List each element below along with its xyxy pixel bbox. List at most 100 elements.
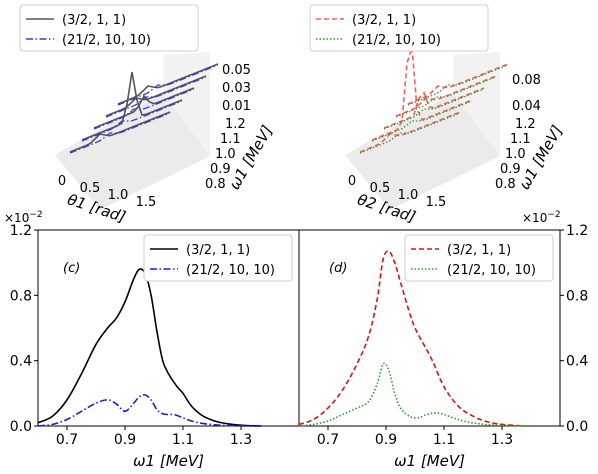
trace-series-0 bbox=[407, 63, 509, 105]
y-tick-label: 0.8 bbox=[495, 177, 516, 192]
waterfall-row bbox=[105, 75, 207, 118]
y-tick-label: 1.2 bbox=[566, 223, 588, 239]
y-scale-label: ×10−2 bbox=[522, 210, 561, 225]
y-tick-label: 1.2 bbox=[10, 223, 32, 239]
y-tick-label: 0.8 bbox=[566, 288, 588, 304]
y-tick-label: 0.4 bbox=[10, 354, 32, 370]
trace-series-1 bbox=[407, 64, 509, 106]
z-tick-label: 0.01 bbox=[222, 99, 251, 114]
z-tick-label: 0.08 bbox=[512, 73, 541, 88]
legend-label: (3/2, 1, 1) bbox=[186, 243, 250, 258]
back-wall bbox=[163, 52, 210, 156]
x-tick-label: 0 bbox=[58, 174, 66, 189]
x-tick-label: 0.5 bbox=[370, 181, 391, 196]
y-tick-label: 1.1 bbox=[220, 132, 241, 147]
trace-series-0 bbox=[395, 75, 497, 117]
x-tick-label: 1.1 bbox=[433, 432, 455, 448]
series-line-0 bbox=[298, 250, 526, 427]
z-tick-label: 0.05 bbox=[222, 63, 251, 78]
trace-series-0 bbox=[93, 87, 195, 129]
x-tick-label: 1.0 bbox=[398, 188, 419, 203]
trace-series-0 bbox=[105, 75, 207, 117]
legend-box bbox=[404, 234, 554, 282]
trace-series-1 bbox=[395, 76, 497, 118]
trace-series-1 bbox=[359, 112, 461, 154]
y-tick-label: 0.8 bbox=[205, 177, 226, 192]
y-tick-label: 1.2 bbox=[515, 117, 536, 132]
legend-label: (3/2, 1, 1) bbox=[352, 13, 416, 28]
waterfall-row bbox=[117, 63, 219, 106]
panel-c: 0.7 0.9 1.1 1.3 0.0 0.4 0.8 1.2×10−2 ω1 [MeV] (c)… bbox=[4, 210, 300, 470]
x-tick-label: 1.3 bbox=[230, 432, 252, 448]
trace-series-1 bbox=[105, 76, 207, 118]
y-tick-label: 1.0 bbox=[215, 147, 236, 162]
x-tick-label: 0.9 bbox=[114, 432, 136, 448]
trace-series-1 bbox=[69, 112, 171, 154]
legend-label: (21/2, 10, 10) bbox=[352, 33, 441, 48]
back-wall bbox=[453, 52, 500, 156]
x-tick-label: 0.7 bbox=[56, 432, 78, 448]
waterfall-row bbox=[395, 75, 497, 118]
y-tick-label: 0.0 bbox=[10, 419, 32, 435]
y-tick-label: 1.0 bbox=[505, 147, 526, 162]
y-tick-label: 0.9 bbox=[500, 162, 521, 177]
x-tick-label: 0 bbox=[348, 174, 356, 189]
x-axis-label: ω1 [MeV] bbox=[394, 452, 465, 470]
trace-series-0 bbox=[371, 47, 473, 141]
waterfall-row bbox=[93, 87, 195, 130]
trace-series-0 bbox=[69, 111, 171, 153]
trace-series-0 bbox=[117, 63, 219, 105]
axes-frame bbox=[298, 229, 561, 427]
trace-series-1 bbox=[81, 100, 183, 142]
z-tick-label: 0.04 bbox=[512, 99, 541, 114]
trace-series-1 bbox=[371, 100, 473, 142]
waterfall-row bbox=[81, 71, 183, 142]
trace-series-0 bbox=[359, 111, 461, 153]
panel-a: 0 0.5 1.0 1.50.80.91.01.11.20.010.030.05θ1 … bbox=[19, 4, 276, 226]
x-tick-label: 1.5 bbox=[426, 195, 447, 210]
legend-label: (3/2, 1, 1) bbox=[447, 243, 511, 258]
series-line-1 bbox=[298, 362, 526, 427]
waterfall-row bbox=[69, 111, 171, 154]
legend-box bbox=[19, 4, 199, 52]
y-tick-label: 1.1 bbox=[510, 132, 531, 147]
legend-label: (21/2, 10, 10) bbox=[186, 263, 275, 278]
x-tick-label: 1.0 bbox=[108, 188, 129, 203]
floor-plane bbox=[345, 93, 500, 210]
x-axis-label: ω1 [MeV] bbox=[133, 452, 204, 470]
x-tick-label: 0.5 bbox=[80, 181, 101, 196]
x-tick-label: 1.1 bbox=[172, 432, 194, 448]
y-tick-label: 0.4 bbox=[566, 354, 588, 370]
series-line-1 bbox=[37, 394, 262, 427]
z-tick-label: 0.03 bbox=[222, 81, 251, 96]
legend-box bbox=[309, 4, 489, 52]
panel-label: (c) bbox=[63, 261, 80, 276]
y-tick-label: 0.0 bbox=[566, 419, 588, 435]
y-scale-exponent: −2 bbox=[29, 210, 42, 220]
x-tick-label: 1.5 bbox=[136, 195, 157, 210]
legend-label: (3/2, 1, 1) bbox=[62, 13, 126, 28]
waterfall-row bbox=[383, 87, 485, 130]
waterfall-row bbox=[359, 111, 461, 154]
y-tick-label: 0.8 bbox=[10, 288, 32, 304]
waterfall-row bbox=[371, 47, 473, 142]
panel-label: (d) bbox=[329, 261, 347, 276]
x-tick-label: 0.7 bbox=[317, 432, 339, 448]
trace-series-1 bbox=[117, 64, 219, 106]
series-line-0 bbox=[37, 268, 262, 427]
x-tick-label: 1.3 bbox=[491, 432, 513, 448]
y-tick-label: 1.2 bbox=[225, 117, 246, 132]
y-scale-exponent: −2 bbox=[547, 210, 560, 220]
legend-label: (21/2, 10, 10) bbox=[447, 263, 536, 278]
x-tick-label: 0.9 bbox=[375, 432, 397, 448]
floor-plane bbox=[55, 93, 210, 210]
legend-label: (21/2, 10, 10) bbox=[62, 33, 151, 48]
waterfall-row bbox=[407, 63, 509, 106]
y-tick-label: 0.9 bbox=[210, 162, 231, 177]
y-scale-label: ×10−2 bbox=[4, 210, 43, 225]
trace-series-0 bbox=[383, 87, 485, 129]
legend-box bbox=[143, 234, 293, 282]
trace-series-0 bbox=[81, 71, 183, 141]
